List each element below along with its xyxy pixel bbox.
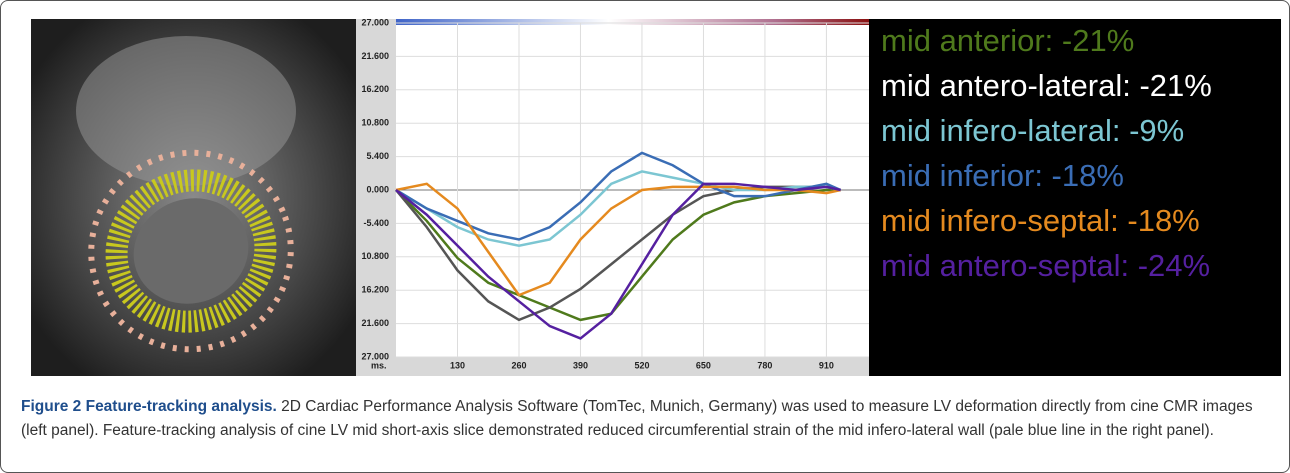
y-tick-label: 27.000 [361,17,389,27]
legend-entry: mid antero-septal: -24% [881,248,1210,283]
x-axis-label: ms. [371,360,387,370]
x-tick-label: 390 [573,360,588,370]
x-tick-label: 130 [450,360,465,370]
y-tick-label: 16.200 [361,285,389,295]
legend-entry: mid antero-lateral: -21% [881,68,1212,103]
figure: ms. 27.000 21.600 16.200 10.800 5.400 0.000 -5… [0,0,1290,473]
y-tick-label: 16.200 [361,84,389,94]
y-tick-label: -5.400 [363,218,389,228]
y-tick-label: 10.800 [361,118,389,128]
x-tick-label: 780 [757,360,772,370]
mri-tissue [76,36,296,186]
y-tick-label: 21.600 [361,318,389,328]
y-tick-label: 5.400 [366,151,389,161]
y-tick-label: 0.000 [366,184,389,194]
x-tick-label: 520 [634,360,649,370]
legend-entry: mid infero-lateral: -9% [881,113,1184,148]
y-tick-label: 21.600 [361,51,389,61]
legend-entry: mid inferior: -18% [881,158,1124,193]
x-tick-label: 260 [511,360,526,370]
legend-entry: mid anterior: -21% [881,23,1134,58]
color-bar [396,19,869,25]
figure-panels: ms. 27.000 21.600 16.200 10.800 5.400 0.000 -5… [1,1,1289,386]
x-tick-label: 650 [696,360,711,370]
y-tick-label: 27.000 [361,351,389,361]
legend-entry: mid infero-septal: -18% [881,203,1200,238]
y-tick-label: 10.800 [361,251,389,261]
x-tick-label: 910 [819,360,834,370]
caption-label: Figure 2 Feature-tracking analysis. [21,398,277,415]
caption: Figure 2 Feature-tracking analysis. 2D C… [21,395,1271,442]
